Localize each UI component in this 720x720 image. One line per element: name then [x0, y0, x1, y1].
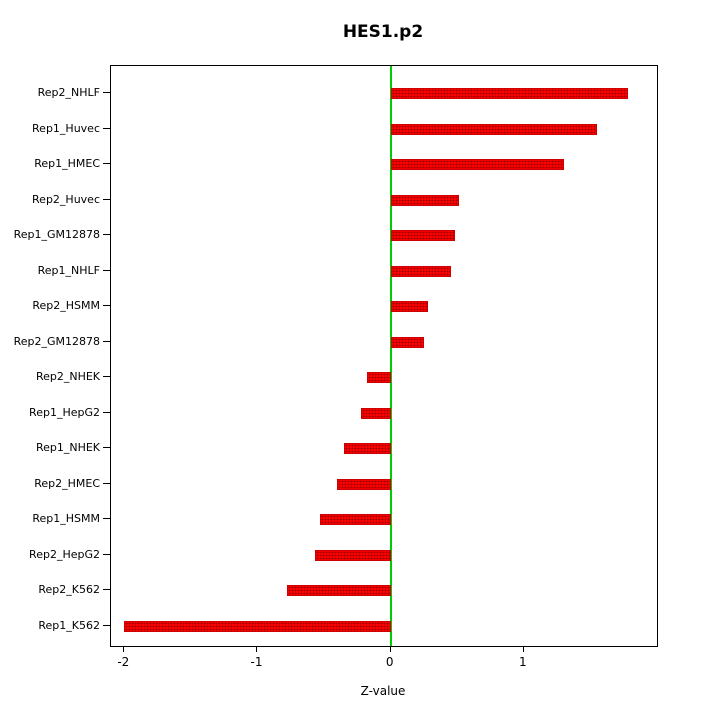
x-axis-title: Z-value: [360, 684, 406, 698]
y-axis-tick: [103, 198, 110, 200]
x-axis-tick: [389, 646, 391, 652]
chart-title: HES1.p2: [342, 22, 424, 42]
category-label-Rep1_GM12878: Rep1_GM12878: [13, 228, 100, 241]
y-axis-tick: [103, 340, 110, 342]
bar-Rep1_GM12878: [390, 230, 455, 241]
bar-Rep1_NHEK: [344, 443, 391, 454]
y-axis-tick: [103, 163, 110, 164]
category-label-Rep2_Huvec: Rep2_Huvec: [32, 192, 100, 206]
category-label-Rep1_HSMM: Rep1_HSMM: [32, 512, 100, 525]
x-axis-tick: [256, 646, 258, 652]
category-label-Rep1_HMEC: Rep1_HMEC: [34, 157, 100, 170]
bar-Rep2_Huvec: [390, 194, 459, 206]
y-axis-tick: [103, 305, 110, 306]
y-axis-tick: [103, 518, 110, 519]
zero-reference-line: [389, 66, 392, 646]
x-tick-label-1: 1: [519, 655, 527, 669]
bar-Rep1_K562: [124, 620, 391, 632]
bar-Rep2_NHLF: [390, 88, 628, 99]
category-label-Rep1_NHLF: Rep1_NHLF: [37, 263, 100, 277]
y-axis-tick: [103, 376, 110, 377]
category-label-Rep2_HSMM: Rep2_HSMM: [32, 299, 100, 312]
y-axis-tick: [103, 482, 110, 484]
category-label-Rep2_HMEC: Rep2_HMEC: [34, 476, 100, 490]
x-tick-label--2: -2: [117, 655, 130, 669]
bar-Rep2_HSMM: [390, 301, 428, 312]
category-label-Rep2_NHLF: Rep2_NHLF: [37, 86, 100, 99]
x-axis-tick: [123, 646, 125, 652]
category-label-Rep2_GM12878: Rep2_GM12878: [13, 334, 100, 348]
x-tick-label--1: -1: [250, 655, 263, 669]
category-label-Rep1_K562: Rep1_K562: [38, 618, 100, 632]
y-axis-tick: [103, 447, 110, 448]
bar-Rep2_HMEC: [337, 478, 391, 490]
y-axis-tick: [103, 411, 110, 413]
plot-area: [110, 65, 658, 647]
bar-Rep1_HMEC: [390, 159, 564, 170]
bar-Rep1_NHLF: [390, 265, 451, 277]
category-label-Rep2_K562: Rep2_K562: [38, 583, 100, 596]
y-axis-tick: [103, 269, 110, 271]
y-axis-tick: [103, 127, 110, 129]
y-axis-tick: [103, 234, 110, 235]
x-tick-label-0: 0: [385, 655, 394, 669]
y-axis-tick: [103, 589, 110, 590]
bar-Rep2_HepG2: [314, 549, 391, 561]
bar-Rep1_HSMM: [320, 514, 391, 525]
y-axis-tick: [103, 92, 110, 93]
bar-Rep1_Huvec: [390, 123, 598, 135]
category-label-Rep2_NHEK: Rep2_NHEK: [35, 370, 100, 383]
bar-Rep2_GM12878: [390, 336, 424, 348]
bar-Rep1_HepG2: [361, 407, 391, 419]
category-label-Rep1_HepG2: Rep1_HepG2: [29, 405, 100, 419]
category-label-Rep2_HepG2: Rep2_HepG2: [29, 547, 100, 561]
category-label-Rep1_NHEK: Rep1_NHEK: [35, 441, 100, 454]
bar-Rep2_K562: [286, 585, 391, 596]
x-axis-tick: [522, 646, 524, 652]
y-axis-tick: [103, 553, 110, 555]
bar-Rep2_NHEK: [366, 372, 391, 383]
category-label-Rep1_Huvec: Rep1_Huvec: [32, 121, 100, 135]
y-axis-tick: [103, 624, 110, 626]
